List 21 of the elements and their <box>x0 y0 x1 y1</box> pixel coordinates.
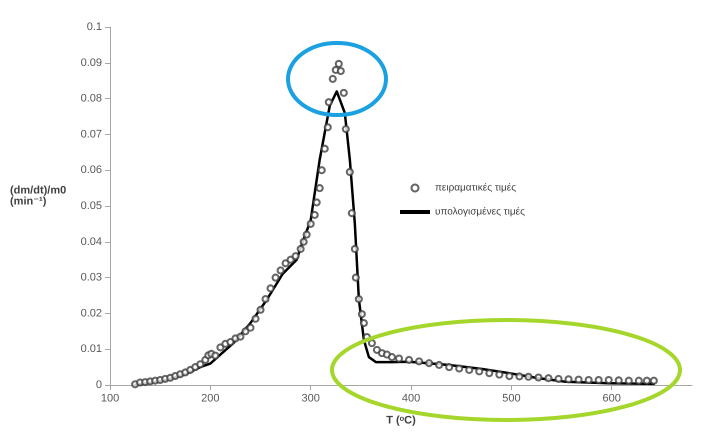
y-tick-label: 0.05 <box>80 200 102 212</box>
x-axis-title: T (ᵒC) <box>386 414 416 426</box>
y-tick-label: 0.01 <box>80 343 102 356</box>
y-tick-label: 0.1 <box>86 21 102 33</box>
x-tick-label: 200 <box>201 392 220 404</box>
legend-label: πειραματικές τιμές <box>435 182 516 194</box>
x-tick-label: 100 <box>100 392 120 404</box>
x-tick-label: 600 <box>602 392 621 404</box>
x-tick-label: 500 <box>502 392 521 404</box>
y-tick-label: 0.07 <box>80 128 102 140</box>
y-tick-label: 0.02 <box>80 307 102 320</box>
y-axis-title: (dm/dt)/m0 (min⁻¹) <box>10 184 70 208</box>
y-tick-label: 0.03 <box>80 272 102 284</box>
y-tick-label: 0.06 <box>80 164 102 176</box>
y-tick-label: 0.08 <box>80 92 102 105</box>
x-tick-label: 300 <box>302 392 320 404</box>
y-tick-label: 0.04 <box>80 236 102 248</box>
x-tick-label: 400 <box>402 392 420 404</box>
legend-label: υπολογισμένες τιμές <box>435 206 526 218</box>
y-tick-label: 0 <box>96 379 102 391</box>
y-tick-label: 0.09 <box>80 56 102 69</box>
